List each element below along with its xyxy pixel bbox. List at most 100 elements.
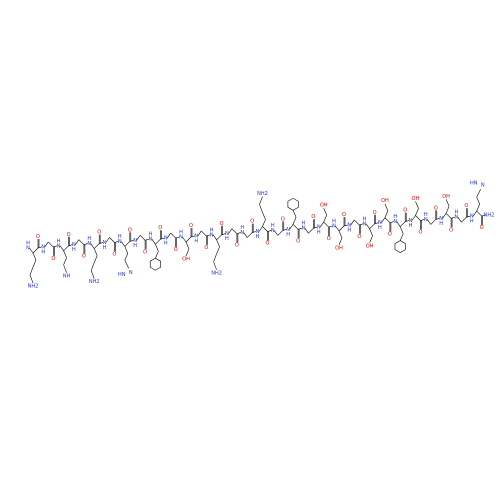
bond — [411, 215, 416, 221]
atom-label: N — [133, 238, 137, 244]
bond — [405, 220, 410, 222]
bond — [476, 203, 480, 212]
bond — [63, 257, 67, 265]
atom-label: H — [26, 241, 30, 247]
bond — [435, 218, 440, 220]
atom-label: N — [41, 244, 45, 250]
bond — [359, 223, 364, 226]
bond — [90, 262, 95, 271]
atom-label: H — [240, 225, 244, 231]
atom-label: H — [378, 225, 382, 231]
bond — [461, 216, 467, 223]
atom-label: N — [26, 246, 30, 252]
bond — [384, 210, 389, 218]
bond — [155, 244, 159, 252]
bond — [338, 230, 343, 239]
bond — [44, 241, 49, 248]
bond — [399, 221, 406, 227]
bond — [267, 230, 272, 232]
atom-label: N — [72, 242, 76, 248]
bond — [160, 237, 165, 240]
bond — [335, 225, 340, 232]
atom-label: O — [464, 203, 468, 209]
bond — [201, 230, 207, 237]
atom-label: H — [271, 223, 275, 229]
bond — [37, 246, 42, 249]
bond — [369, 223, 375, 230]
bond — [472, 210, 477, 217]
bond — [212, 234, 217, 240]
bond — [445, 206, 450, 214]
atom-label: N — [393, 219, 397, 225]
atom-label: H — [363, 216, 367, 222]
bond — [63, 245, 69, 252]
atom-label: H — [347, 227, 351, 233]
bond — [328, 225, 333, 228]
bond — [338, 237, 343, 246]
atom-label: O — [51, 256, 55, 262]
atom-label: H — [409, 223, 413, 229]
aromatic-ring — [149, 257, 161, 271]
atom-label: OH — [335, 246, 343, 252]
bond — [75, 239, 80, 245]
atom-label: OH — [412, 196, 420, 202]
atom-label: H — [470, 219, 474, 225]
atom-label: H — [256, 234, 260, 240]
atom-label: N — [129, 270, 133, 276]
bond — [213, 261, 217, 270]
atom-label: O — [174, 247, 178, 253]
atom-label: H — [103, 245, 107, 251]
atom-label: N — [164, 236, 168, 242]
bond — [109, 237, 115, 243]
atom-label: N — [347, 222, 351, 228]
atom-label: N — [149, 237, 153, 243]
atom-label: OH — [366, 243, 374, 249]
bond — [277, 230, 284, 236]
atom-label: O — [357, 234, 361, 240]
atom-label: N — [256, 229, 260, 235]
bond — [93, 248, 98, 256]
bond — [59, 245, 64, 251]
atom-label: NH2 — [211, 270, 222, 276]
bond — [289, 224, 294, 230]
bond — [381, 217, 386, 223]
atom-label: O — [235, 243, 239, 249]
bond — [476, 210, 482, 217]
bond — [155, 251, 159, 259]
atom-label: O — [419, 230, 423, 236]
atom-label: N — [118, 239, 122, 245]
atom-label: N — [409, 218, 413, 224]
bond — [343, 224, 348, 227]
bond — [415, 208, 419, 216]
atom-label: H — [439, 221, 443, 227]
bond — [53, 245, 58, 248]
bond — [323, 221, 329, 228]
bond — [185, 241, 190, 250]
atom-label: O — [189, 223, 193, 229]
bond — [374, 222, 379, 225]
atom-label: O — [342, 212, 346, 218]
bond — [476, 196, 480, 205]
bond — [29, 247, 34, 254]
bond — [68, 244, 73, 247]
atom-label: O — [36, 234, 40, 240]
bond — [246, 232, 253, 238]
atom-label: H — [118, 234, 122, 240]
atom-label: H — [179, 230, 183, 236]
atom-label: N — [470, 214, 474, 220]
atom-label: O — [113, 252, 117, 258]
bond — [32, 252, 37, 261]
atom-label: O — [250, 219, 254, 225]
atom-label: H — [332, 219, 336, 225]
bond — [369, 228, 373, 236]
bond — [304, 228, 309, 234]
atom-label: NH — [63, 273, 71, 279]
bond — [121, 241, 126, 247]
bond — [29, 266, 34, 276]
bond — [445, 199, 450, 207]
atom-label: H — [149, 232, 153, 238]
atom-label: O — [143, 249, 147, 255]
atom-label: N — [286, 227, 290, 233]
atom-label: H — [393, 214, 397, 220]
atom-label: O — [128, 227, 132, 233]
